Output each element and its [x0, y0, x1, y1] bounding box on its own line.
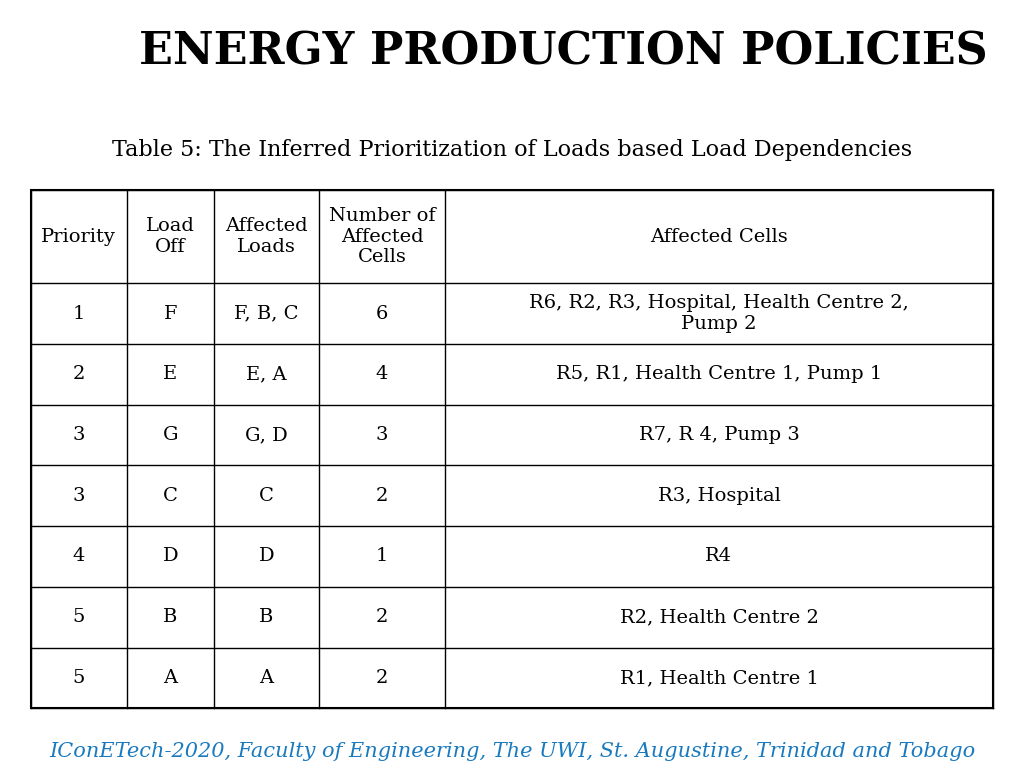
Text: 1: 1: [376, 548, 388, 565]
Text: 6: 6: [376, 305, 388, 323]
Text: 5: 5: [73, 669, 85, 687]
Text: Affected
Loads: Affected Loads: [225, 217, 308, 256]
Text: 4: 4: [376, 366, 388, 383]
Text: A: A: [163, 669, 177, 687]
Text: Number of
Affected
Cells: Number of Affected Cells: [329, 207, 435, 266]
Text: 3: 3: [376, 426, 388, 444]
Text: G: G: [163, 426, 178, 444]
Text: R3, Hospital: R3, Hospital: [657, 487, 780, 505]
Text: 4: 4: [73, 548, 85, 565]
Text: G, D: G, D: [245, 426, 288, 444]
Text: D: D: [259, 548, 274, 565]
Text: R6, R2, R3, Hospital, Health Centre 2,
Pump 2: R6, R2, R3, Hospital, Health Centre 2, P…: [529, 294, 909, 333]
Text: 2: 2: [73, 366, 85, 383]
Text: E, A: E, A: [246, 366, 287, 383]
Text: Affected Cells: Affected Cells: [650, 227, 787, 246]
Text: Table 5: The Inferred Prioritization of Loads based Load Dependencies: Table 5: The Inferred Prioritization of …: [112, 139, 912, 161]
Text: A: A: [259, 669, 273, 687]
Text: R2, Health Centre 2: R2, Health Centre 2: [620, 608, 818, 626]
Text: 1: 1: [73, 305, 85, 323]
Text: 5: 5: [73, 608, 85, 626]
Text: IConETech-2020, Faculty of Engineering, The UWI, St. Augustine, Trinidad and Tob: IConETech-2020, Faculty of Engineering, …: [49, 742, 975, 761]
Text: R1, Health Centre 1: R1, Health Centre 1: [620, 669, 818, 687]
Text: B: B: [259, 608, 273, 626]
Text: B: B: [163, 608, 177, 626]
Text: R4: R4: [706, 548, 732, 565]
Text: C: C: [259, 487, 274, 505]
Text: Load
Off: Load Off: [145, 217, 195, 256]
Text: R5, R1, Health Centre 1, Pump 1: R5, R1, Health Centre 1, Pump 1: [556, 366, 882, 383]
Text: 2: 2: [376, 487, 388, 505]
Text: E: E: [163, 366, 177, 383]
Text: F: F: [164, 305, 177, 323]
Text: ENERGY PRODUCTION POLICIES: ENERGY PRODUCTION POLICIES: [139, 31, 987, 73]
Text: C: C: [163, 487, 178, 505]
Text: F, B, C: F, B, C: [234, 305, 299, 323]
Text: 3: 3: [73, 426, 85, 444]
Text: 3: 3: [73, 487, 85, 505]
Text: Priority: Priority: [41, 227, 117, 246]
Text: 2: 2: [376, 669, 388, 687]
Text: R7, R 4, Pump 3: R7, R 4, Pump 3: [639, 426, 800, 444]
Text: D: D: [163, 548, 178, 565]
Text: 2: 2: [376, 608, 388, 626]
